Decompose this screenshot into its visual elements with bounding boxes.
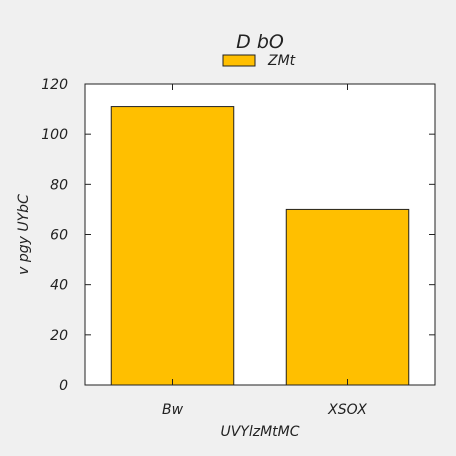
bar-bw — [110, 106, 235, 386]
y-tick-label: 80 — [50, 177, 68, 193]
y-tick-label: 100 — [41, 127, 68, 143]
y-axis-label: v pgy UYbC — [16, 194, 32, 275]
legend-swatch-zmt — [222, 54, 256, 67]
bars-layer — [110, 106, 410, 386]
legend-label-zmt: ZMt — [267, 53, 296, 69]
y-tick-label: 120 — [41, 77, 68, 93]
x-axis-label: UVYlzMtMC — [220, 424, 299, 440]
chart-title: D bO — [236, 31, 284, 53]
y-tick-label: 0 — [59, 378, 68, 394]
x-tick-label-bw: Bw — [162, 402, 184, 418]
bar-xsox — [285, 208, 410, 386]
legend: ZMt — [222, 53, 296, 69]
y-tick-label: 20 — [50, 328, 68, 344]
plot-frame — [84, 83, 436, 386]
y-tick-label: 40 — [50, 278, 68, 294]
y-tick-label: 60 — [50, 228, 68, 244]
x-tick-label-xsox: XSOX — [327, 402, 367, 418]
